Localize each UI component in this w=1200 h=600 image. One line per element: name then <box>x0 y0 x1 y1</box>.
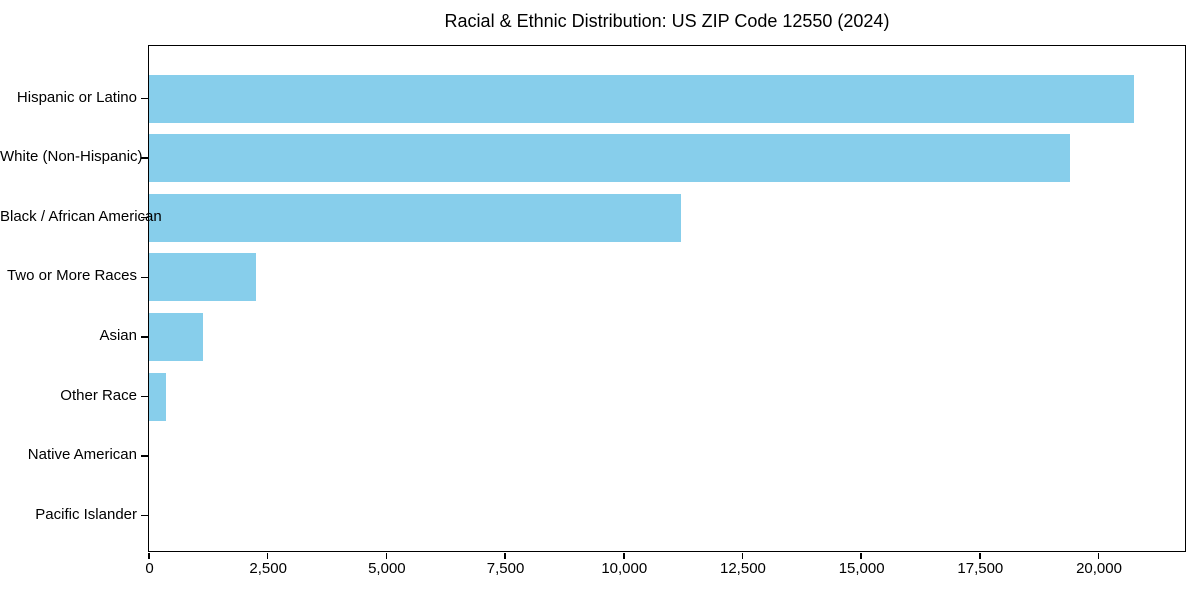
y-axis-label-other-race: Other Race <box>60 386 137 404</box>
bar-other-race <box>149 372 167 421</box>
x-tick-5000 <box>385 552 388 559</box>
y-axis-label-native-american: Native American <box>27 446 137 464</box>
x-axis-tick-label-12500: 12,500 <box>720 560 766 577</box>
x-tick-17500 <box>979 552 981 559</box>
x-tick-7500 <box>504 552 506 559</box>
x-tick-20000 <box>1097 552 1100 559</box>
x-tick-2500 <box>266 552 269 559</box>
y-axis-label-asian: Asian <box>99 326 137 344</box>
y-tick-two-or-more-races <box>141 276 148 279</box>
x-axis-tick-label-0: 0 <box>145 560 154 577</box>
x-axis-tick-label-15000: 15,000 <box>838 560 885 577</box>
bar-hispanic-or-latino <box>149 74 1135 123</box>
y-axis-label-black-african-american: Black / African American <box>0 207 162 225</box>
y-axis-label-two-or-more-races: Two or More Races <box>6 267 137 285</box>
x-tick-0 <box>148 552 150 559</box>
x-axis-tick-label-2500: 2,500 <box>249 560 287 577</box>
y-tick-black-african-american <box>141 216 148 219</box>
x-axis-tick-label-10000: 10,000 <box>601 560 648 577</box>
y-axis-label-white-non-hispanic: White (Non-Hispanic) <box>0 148 143 166</box>
bar-asian <box>149 312 203 361</box>
x-axis-tick-label-17500: 17,500 <box>957 560 1004 577</box>
y-axis-label-pacific-islander: Pacific Islander <box>35 505 137 523</box>
y-tick-native-american <box>141 455 148 457</box>
y-tick-other-race <box>141 395 148 398</box>
chart-title: Racial & Ethnic Distribution: US ZIP Cod… <box>444 11 890 31</box>
bar-two-or-more-races <box>149 253 256 302</box>
x-axis-tick-label-20000: 20,000 <box>1076 560 1122 577</box>
y-tick-hispanic-or-latino <box>141 97 148 100</box>
plot-area <box>141 45 1186 559</box>
x-tick-12500 <box>741 552 744 559</box>
y-tick-white-non-hispanic <box>141 157 148 159</box>
bar-black-african-american <box>149 193 681 242</box>
y-tick-asian <box>141 336 148 338</box>
bar-white-non-hispanic <box>149 134 1071 183</box>
x-axis-tick-label-5000: 5,000 <box>368 560 406 577</box>
y-axis-label-hispanic-or-latino: Hispanic or Latino <box>16 88 137 106</box>
x-tick-10000 <box>623 552 625 559</box>
x-tick-15000 <box>860 552 862 559</box>
y-tick-pacific-islander <box>141 514 148 517</box>
x-axis-tick-label-7500: 7,500 <box>486 560 525 577</box>
